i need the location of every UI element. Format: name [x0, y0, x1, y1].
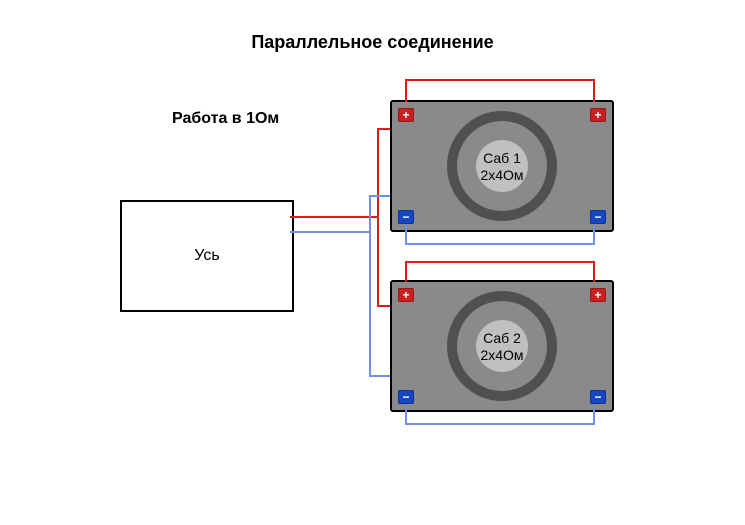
terminal-negative: −	[398, 390, 414, 404]
wiring	[0, 0, 745, 525]
subwoofer-1-label: Саб 1 2x4Ом	[392, 150, 612, 184]
amplifier-label: Усь	[194, 247, 219, 265]
diagram-canvas: Параллельное соединение Работа в 1Ом Усь…	[0, 0, 745, 525]
terminal-negative: −	[590, 210, 606, 224]
terminal-positive: +	[590, 288, 606, 302]
subwoofer-2-label: Саб 2 2x4Ом	[392, 330, 612, 364]
subwoofer-2-box: Саб 2 2x4Ом + + − −	[390, 280, 614, 412]
terminal-positive: +	[398, 288, 414, 302]
subwoofer-1-box: Саб 1 2x4Ом + + − −	[390, 100, 614, 232]
amplifier-box: Усь	[120, 200, 294, 312]
terminal-negative: −	[590, 390, 606, 404]
diagram-title: Параллельное соединение	[0, 32, 745, 53]
terminal-positive: +	[398, 108, 414, 122]
diagram-subtitle: Работа в 1Ом	[172, 110, 279, 128]
terminal-negative: −	[398, 210, 414, 224]
terminal-positive: +	[590, 108, 606, 122]
